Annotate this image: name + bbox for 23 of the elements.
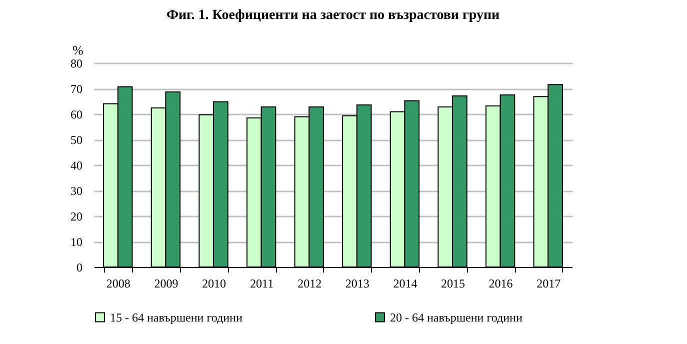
x-tick-label: 2011 <box>250 276 274 290</box>
x-tick-label: 2017 <box>536 276 561 290</box>
y-tick-label: 30 <box>70 184 82 198</box>
x-tick-label: 2015 <box>441 276 465 290</box>
y-tick-label: 0 <box>76 260 82 274</box>
y-axis-title: % <box>72 42 84 58</box>
y-tick-label: 40 <box>70 158 82 172</box>
y-tick-label: 60 <box>70 108 82 122</box>
y-tick-label: 80 <box>70 56 82 70</box>
x-tick-label: 2013 <box>345 276 370 290</box>
y-tick-label: 20 <box>70 210 82 224</box>
y-tick-label: 50 <box>70 133 82 147</box>
legend-label: 20 - 64 навършени години <box>390 310 523 324</box>
chart-title: Фиг. 1. Коефициенти на заетост по възрастови групи <box>166 8 500 23</box>
y-tick-label: 10 <box>70 235 82 249</box>
x-tick-label: 2016 <box>488 276 513 290</box>
x-tick-label: 2012 <box>298 276 322 290</box>
legend-label: 15 - 64 навършени години <box>110 310 243 324</box>
x-tick-label: 2009 <box>154 276 178 290</box>
y-tick-label: 70 <box>70 82 82 96</box>
x-tick-label: 2014 <box>393 276 418 290</box>
x-tick-label: 2008 <box>106 276 130 290</box>
x-tick-label: 2010 <box>202 276 226 290</box>
